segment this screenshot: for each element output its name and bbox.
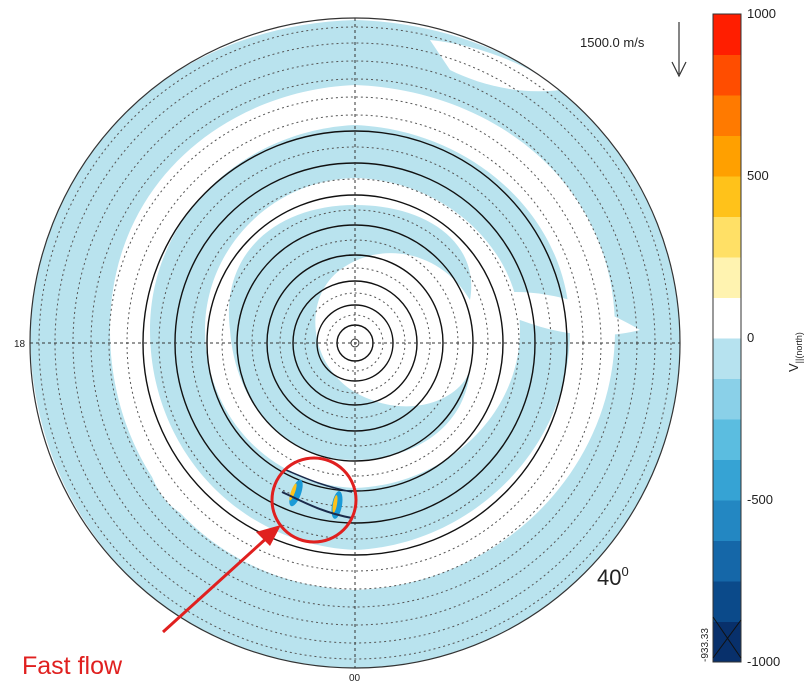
fast-flow-circle (270, 456, 358, 544)
latitude-ring-dotted (279, 267, 431, 419)
colorbar-tick-label: 1000 (747, 6, 776, 21)
latitude-degree: 0 (621, 564, 628, 579)
colorbar-segment (713, 257, 741, 298)
colorbar-segment (713, 54, 741, 96)
latitude-label: 400 (597, 564, 629, 590)
colorbar-tick-label: -500 (747, 492, 773, 507)
colorbar-segment (713, 540, 741, 582)
vector-scale-label: 1500.0 m/s (580, 35, 645, 50)
colorbar-title-main: V (786, 363, 801, 372)
colorbar-segment (713, 135, 741, 177)
latitude-ring-dotted (38, 26, 672, 660)
colorbar-segment (713, 581, 741, 622)
map-border (29, 17, 681, 669)
mlt-label-left: 18 (14, 339, 26, 350)
annotation-arrow (161, 525, 281, 634)
flow-swirl (228, 205, 472, 460)
colorbar-tick-label: 0 (747, 330, 754, 345)
grid-axes (30, 18, 680, 668)
colorbar: 1000 500 0 -500 -1000 -933.33 V||(north) (700, 6, 804, 669)
colorbar-tick-label: 500 (747, 168, 769, 183)
flow-gap-1 (470, 291, 640, 336)
colorbar-segment (713, 500, 741, 541)
colorbar-segment (713, 176, 741, 217)
fast-flow-label: Fast flow (22, 652, 123, 680)
colorbar-segment (713, 459, 741, 501)
colorbar-segment (713, 621, 741, 663)
colorbar-segment (713, 338, 741, 379)
colorbar-segment (713, 95, 741, 136)
colorbar-border (712, 13, 742, 663)
pole-marker (350, 338, 360, 348)
colorbar-segment (713, 216, 741, 258)
colorbar-segment (713, 378, 741, 420)
colorbar-tick-mark (712, 619, 742, 659)
colorbar-segment (713, 297, 741, 339)
mlt-label-bottom: 00 (349, 673, 361, 684)
colorbar-tick-label: -1000 (747, 654, 780, 669)
fast-flow-features (281, 469, 353, 519)
colorbar-tick-mark (712, 616, 742, 659)
vector-scale: 1500.0 m/s (580, 22, 687, 78)
colorbar-title: V||(north) (786, 332, 804, 372)
colorbar-min-label: -933.33 (700, 628, 711, 662)
map-disc: 18 00 400 Fast flow (14, 17, 681, 684)
colorbar-title-sub: ||(north) (794, 332, 804, 363)
colorbar-segment (713, 419, 741, 460)
flow-gap-2 (146, 420, 290, 546)
latitude-value: 40 (597, 565, 621, 590)
colorbar-segment (713, 14, 741, 55)
